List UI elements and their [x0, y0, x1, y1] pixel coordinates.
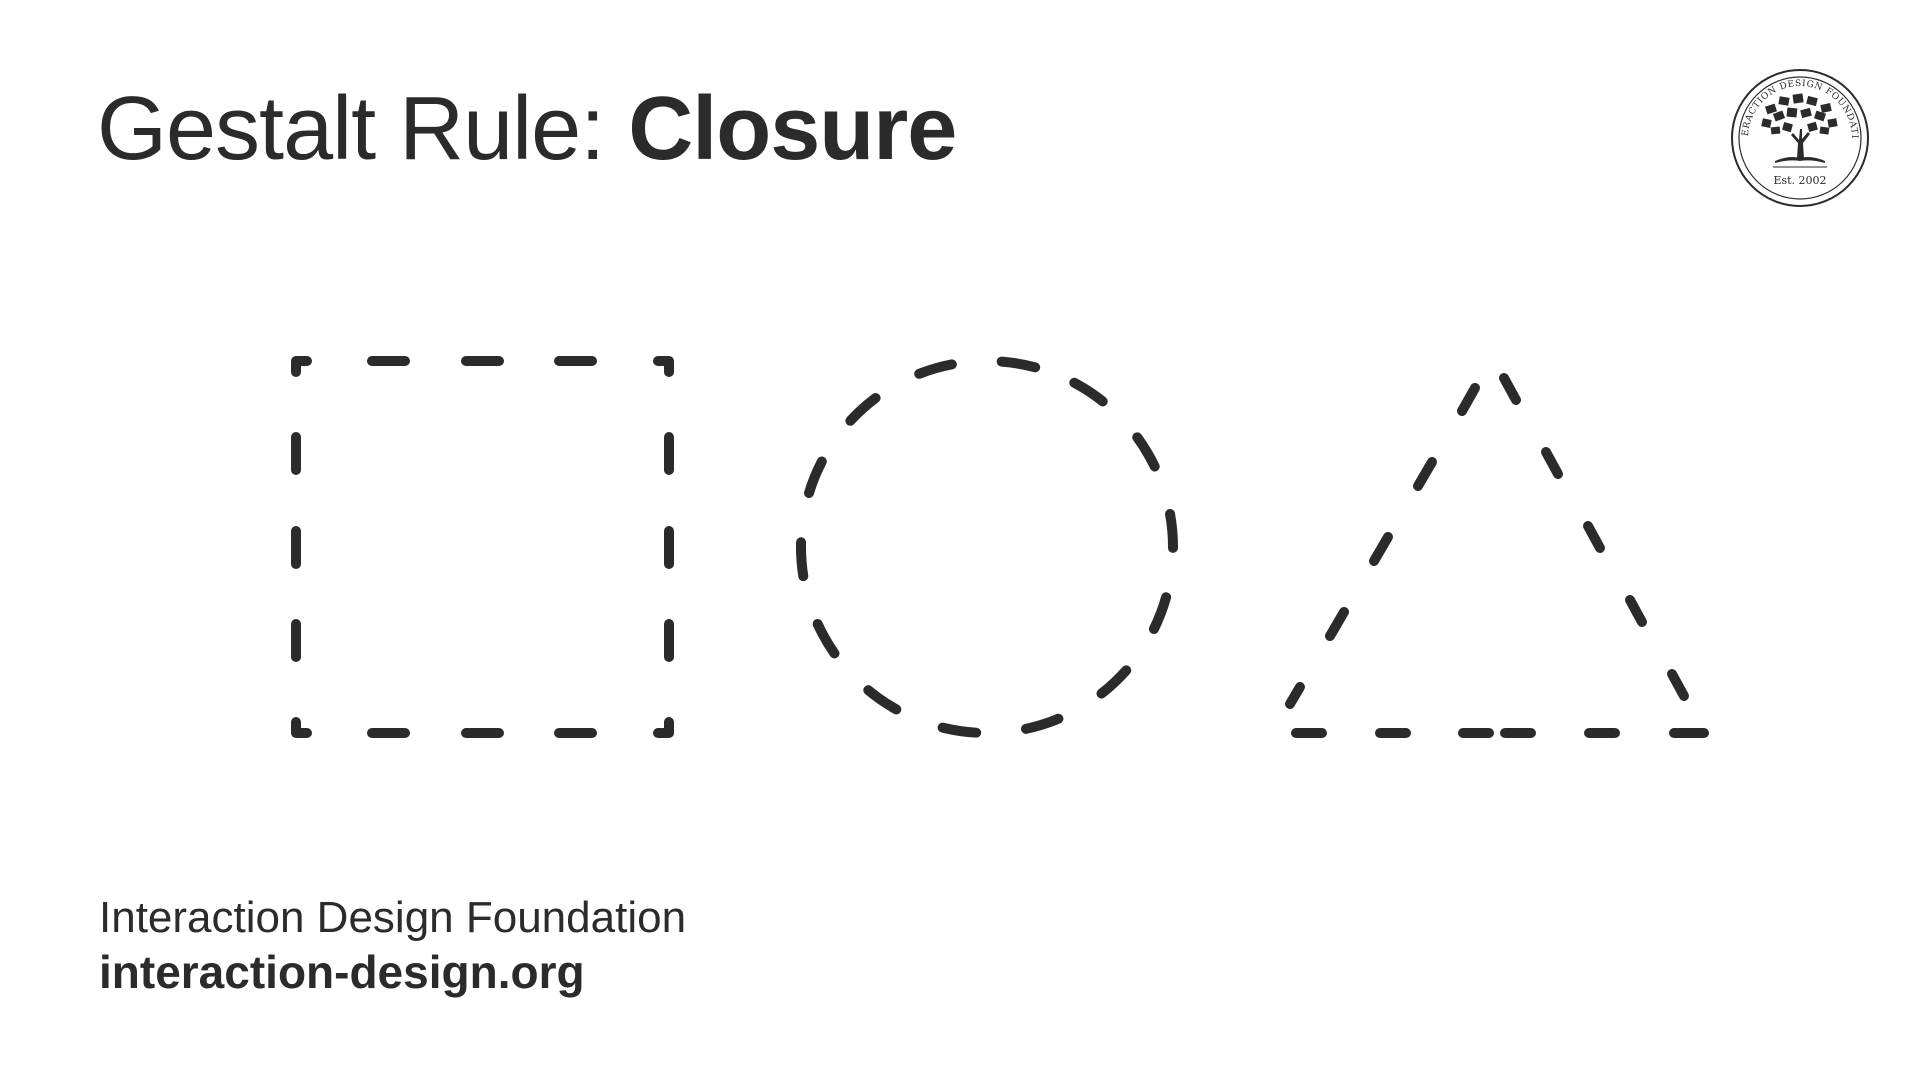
- page-title: Gestalt Rule: Closure: [97, 78, 957, 182]
- title-bold: Closure: [628, 79, 957, 179]
- dashed-square: [291, 356, 674, 738]
- footer-url: interaction-design.org: [99, 945, 585, 998]
- footer-organization: Interaction Design Foundation: [99, 893, 687, 942]
- logo-established-text: Est. 2002: [1773, 174, 1826, 187]
- dashed-triangle: [1285, 373, 1709, 738]
- tree-icon: [1761, 93, 1838, 163]
- dashed-circle: [796, 356, 1178, 738]
- footer: Interaction Design Foundation interactio…: [99, 892, 686, 1000]
- title-regular: Gestalt Rule:: [97, 79, 629, 179]
- idf-logo: INTERACTION DESIGN FOUNDATION Est. 2002: [1729, 67, 1869, 207]
